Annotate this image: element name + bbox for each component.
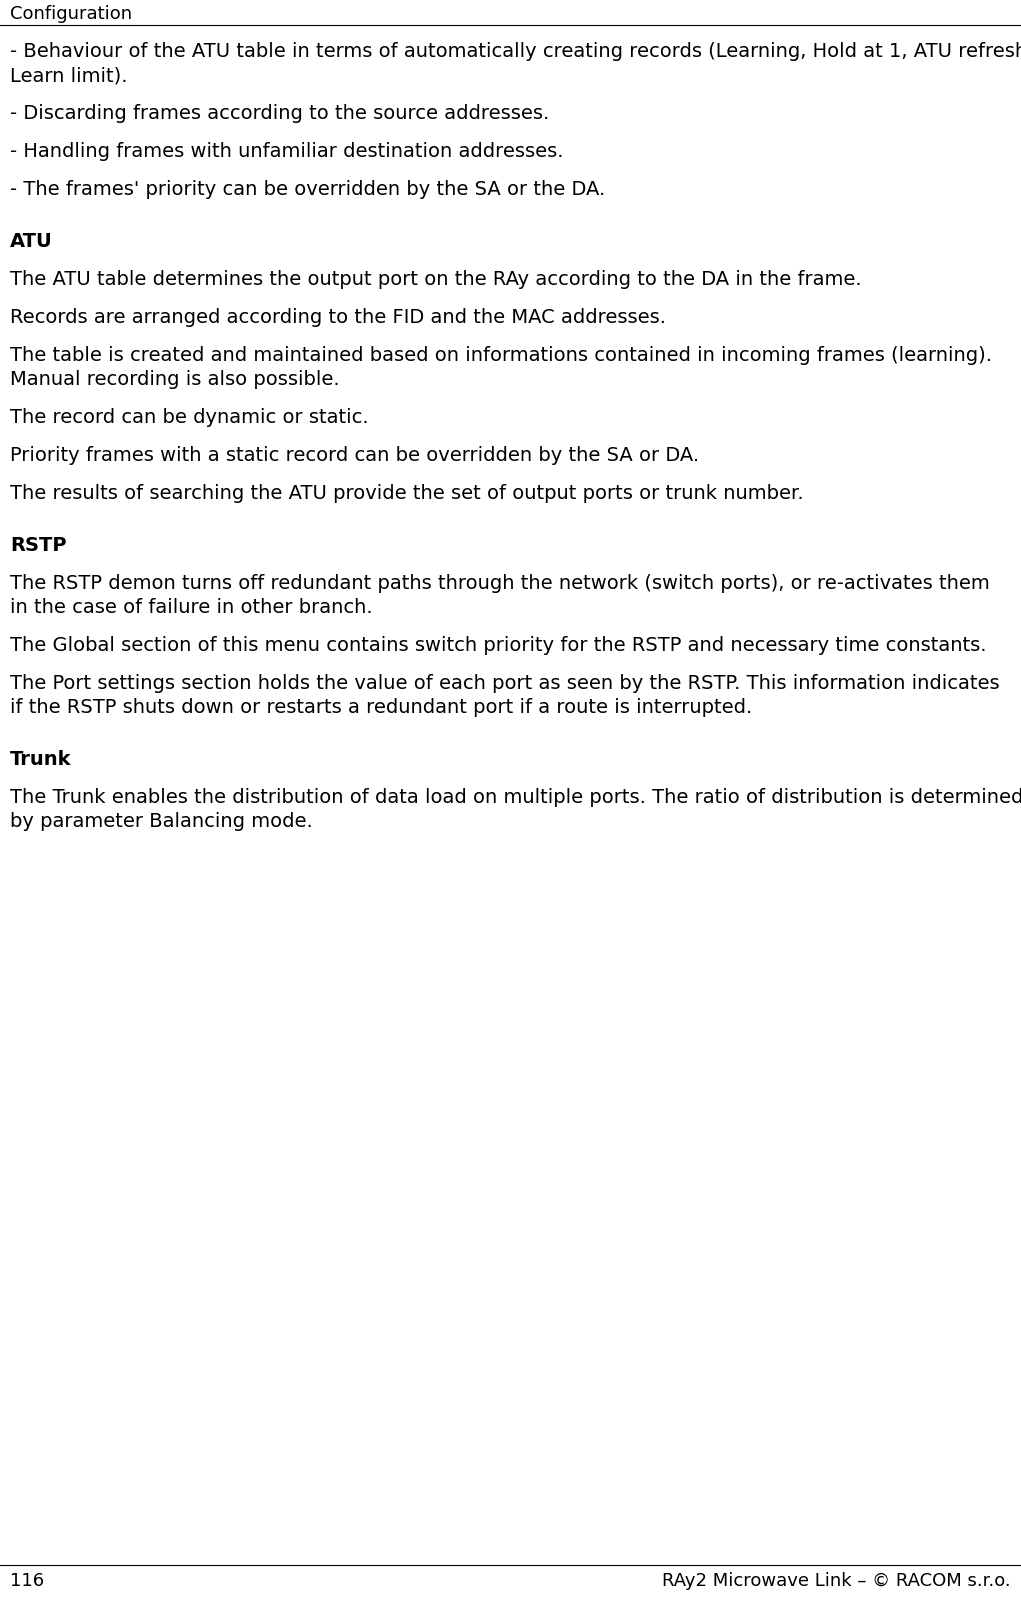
Text: Trunk: Trunk bbox=[10, 750, 71, 769]
Text: - Discarding frames according to the source addresses.: - Discarding frames according to the sou… bbox=[10, 104, 549, 123]
Text: The table is created and maintained based on informations contained in incoming : The table is created and maintained base… bbox=[10, 345, 992, 389]
Text: Configuration: Configuration bbox=[10, 5, 132, 22]
Text: The RSTP demon turns off redundant paths through the network (switch ports), or : The RSTP demon turns off redundant paths… bbox=[10, 574, 989, 617]
Text: ATU: ATU bbox=[10, 232, 53, 251]
Text: The Global section of this menu contains switch priority for the RSTP and necess: The Global section of this menu contains… bbox=[10, 636, 986, 656]
Text: RSTP: RSTP bbox=[10, 536, 66, 555]
Text: The Trunk enables the distribution of data load on multiple ports. The ratio of : The Trunk enables the distribution of da… bbox=[10, 788, 1021, 831]
Text: The ATU table determines the output port on the RAy according to the DA in the f: The ATU table determines the output port… bbox=[10, 270, 862, 289]
Text: RAy2 Microwave Link – © RACOM s.r.o.: RAy2 Microwave Link – © RACOM s.r.o. bbox=[663, 1572, 1011, 1589]
Text: - Handling frames with unfamiliar destination addresses.: - Handling frames with unfamiliar destin… bbox=[10, 142, 564, 161]
Text: - The frames' priority can be overridden by the SA or the DA.: - The frames' priority can be overridden… bbox=[10, 181, 605, 198]
Text: The Port settings section holds the value of each port as seen by the RSTP. This: The Port settings section holds the valu… bbox=[10, 675, 1000, 718]
Text: - Behaviour of the ATU table in terms of automatically creating records (Learnin: - Behaviour of the ATU table in terms of… bbox=[10, 42, 1021, 85]
Text: The results of searching the ATU provide the set of output ports or trunk number: The results of searching the ATU provide… bbox=[10, 484, 804, 504]
Text: 116: 116 bbox=[10, 1572, 44, 1589]
Text: Priority frames with a static record can be overridden by the SA or DA.: Priority frames with a static record can… bbox=[10, 446, 699, 465]
Text: The record can be dynamic or static.: The record can be dynamic or static. bbox=[10, 408, 369, 427]
Text: Records are arranged according to the FID and the MAC addresses.: Records are arranged according to the FI… bbox=[10, 309, 666, 328]
